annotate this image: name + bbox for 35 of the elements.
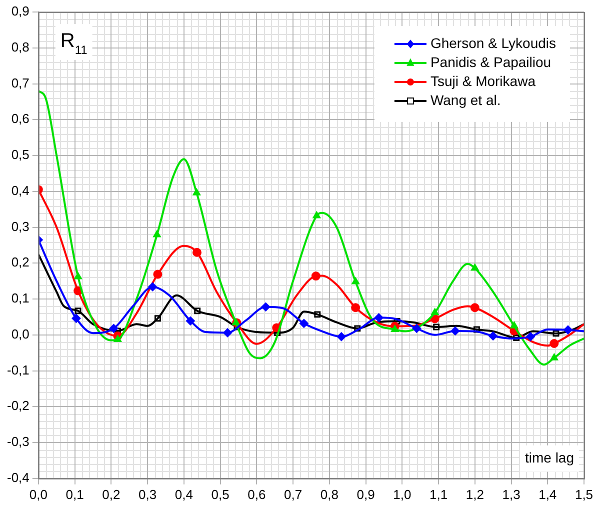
y-tick-label: 0,9: [11, 4, 30, 19]
y-tick-label: 0,6: [11, 111, 30, 126]
x-tick-label: 1,2: [466, 486, 484, 502]
legend-label: Gherson & Lykoudis: [430, 34, 556, 51]
y-tick-label: 0,5: [11, 147, 30, 162]
x-tick-label: 1,5: [574, 486, 594, 502]
y-tick-label: 0,1: [11, 290, 30, 306]
y-tick-label: 0,3: [11, 218, 30, 234]
x-tick-label: 0,4: [174, 486, 193, 502]
y-tick-label: 0,7: [11, 75, 30, 90]
x-tick-label: 1,4: [538, 486, 557, 502]
x-tick-label: 0,9: [356, 486, 375, 502]
y-tick-label: 0,2: [11, 254, 30, 270]
x-tick-label: 0,3: [138, 486, 157, 502]
x-tick-label: 0,5: [211, 486, 230, 502]
x-tick-label: 0,6: [248, 486, 266, 502]
y-tick-label: -0,3: [6, 434, 30, 450]
y-tick-label: 0,0: [11, 326, 30, 342]
annotation: time lag: [524, 449, 574, 466]
y-tick-label: 0,4: [11, 182, 30, 198]
legend-label: Tsuji & Morikawa: [430, 72, 536, 89]
x-tick-label: 0,7: [284, 486, 302, 502]
legend-label: Panidis & Papailiou: [430, 54, 552, 70]
x-tick-label: 1,1: [429, 486, 448, 502]
x-tick-label: 0,8: [320, 486, 338, 502]
y-tick-label: -0,2: [6, 398, 30, 414]
x-tick-label: 0,0: [29, 486, 48, 502]
y-tick-label: -0,1: [6, 362, 30, 378]
y-tick-label: 0,8: [11, 39, 30, 54]
x-tick-label: 0,1: [66, 486, 84, 502]
y-tick-label: -0,4: [6, 470, 30, 485]
x-tick-label: 0,2: [102, 486, 120, 502]
x-tick-label: 1,3: [502, 486, 520, 502]
x-tick-label: 1,0: [393, 486, 412, 502]
legend-label: Wang et al.: [430, 92, 501, 108]
